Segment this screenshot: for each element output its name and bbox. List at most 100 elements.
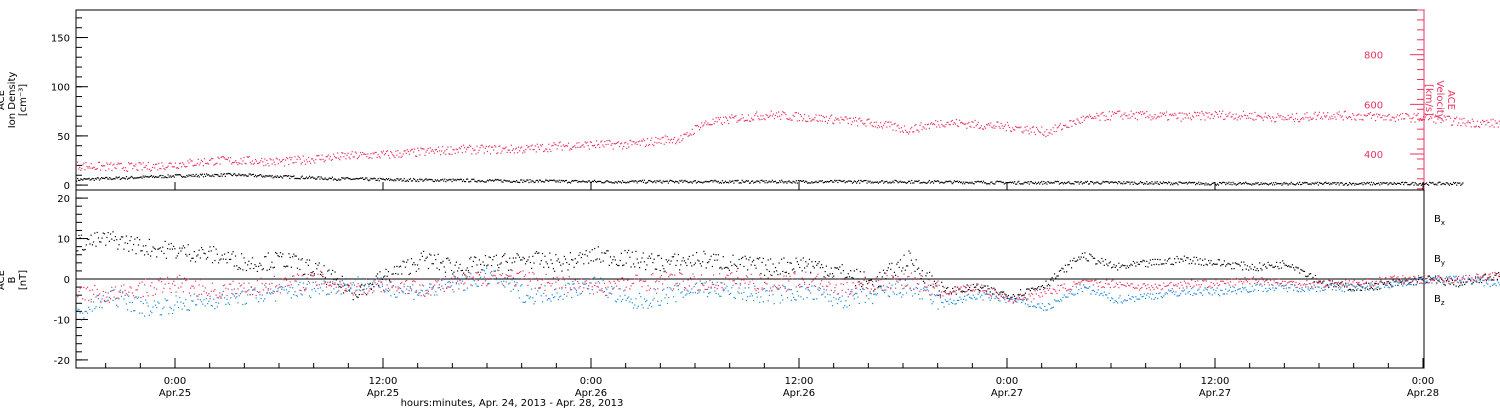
velocity-point bbox=[615, 143, 616, 144]
bx-point bbox=[575, 258, 576, 259]
density-point bbox=[209, 175, 210, 176]
bx-point bbox=[1483, 274, 1484, 275]
bx-point bbox=[985, 285, 986, 286]
velocity-point bbox=[894, 123, 895, 124]
velocity-point bbox=[1057, 127, 1058, 128]
bx-point bbox=[774, 271, 775, 272]
velocity-point bbox=[164, 169, 165, 170]
density-point bbox=[265, 175, 266, 176]
by-point bbox=[372, 292, 373, 293]
density-point bbox=[1432, 182, 1433, 183]
density-point bbox=[149, 176, 150, 177]
velocity-point bbox=[1342, 116, 1343, 117]
velocity-point bbox=[312, 158, 313, 159]
bx-point bbox=[161, 251, 162, 252]
velocity-point bbox=[1476, 126, 1477, 127]
velocity-point bbox=[634, 143, 635, 144]
density-point bbox=[1211, 184, 1212, 185]
by-point bbox=[406, 289, 407, 290]
velocity-point bbox=[340, 156, 341, 157]
density-point bbox=[1458, 183, 1459, 184]
velocity-point bbox=[1486, 120, 1487, 121]
density-point bbox=[594, 180, 595, 181]
density-point bbox=[1313, 183, 1314, 184]
bx-point bbox=[1335, 286, 1336, 287]
by-point bbox=[266, 293, 267, 294]
velocity-point bbox=[1404, 118, 1405, 119]
density-point bbox=[372, 178, 373, 179]
bx-point bbox=[838, 269, 839, 270]
bx-point bbox=[566, 262, 567, 263]
density-point bbox=[1187, 183, 1188, 184]
density-point bbox=[550, 180, 551, 181]
bx-point bbox=[998, 294, 999, 295]
density-point bbox=[408, 181, 409, 182]
density-point bbox=[1442, 183, 1443, 184]
velocity-point bbox=[1298, 121, 1299, 122]
velocity-point bbox=[483, 146, 484, 147]
velocity-point bbox=[195, 165, 196, 166]
bx-point bbox=[728, 268, 729, 269]
velocity-point bbox=[123, 167, 124, 168]
bx-point bbox=[1208, 260, 1209, 261]
density-point bbox=[1080, 182, 1081, 183]
density-point bbox=[1419, 183, 1420, 184]
velocity-point bbox=[91, 163, 92, 164]
velocity-point bbox=[712, 119, 713, 120]
velocity-point bbox=[1113, 114, 1114, 115]
velocity-point bbox=[520, 148, 521, 149]
velocity-axis-title-line: ACE bbox=[1445, 90, 1456, 110]
bx-point bbox=[645, 269, 646, 270]
density-point bbox=[1071, 183, 1072, 184]
bx-point bbox=[501, 262, 502, 263]
density-point bbox=[463, 179, 464, 180]
density-point bbox=[878, 183, 879, 184]
density-point bbox=[454, 180, 455, 181]
bx-point bbox=[661, 258, 662, 259]
bx-point bbox=[555, 254, 556, 255]
velocity-point bbox=[511, 145, 512, 146]
density-point bbox=[82, 179, 83, 180]
density-point bbox=[790, 182, 791, 183]
density-point bbox=[958, 182, 959, 183]
bx-point bbox=[199, 250, 200, 251]
density-point bbox=[350, 178, 351, 179]
bx-point bbox=[748, 259, 749, 260]
density-point bbox=[1089, 183, 1090, 184]
bx-point bbox=[1272, 267, 1273, 268]
velocity-point bbox=[792, 120, 793, 121]
velocity-point bbox=[764, 119, 765, 120]
velocity-point bbox=[786, 118, 787, 119]
velocity-point bbox=[1058, 126, 1059, 127]
velocity-point bbox=[833, 123, 834, 124]
bx-point bbox=[486, 265, 487, 266]
density-point bbox=[619, 181, 620, 182]
velocity-point bbox=[1466, 122, 1467, 123]
velocity-point bbox=[1425, 116, 1426, 117]
bx-point bbox=[247, 264, 248, 265]
bx-point bbox=[135, 253, 136, 254]
velocity-point bbox=[1302, 117, 1303, 118]
velocity-point bbox=[997, 121, 998, 122]
velocity-point bbox=[223, 156, 224, 157]
velocity-point bbox=[744, 121, 745, 122]
velocity-point bbox=[1138, 112, 1139, 113]
bx-point bbox=[815, 261, 816, 262]
velocity-point bbox=[956, 119, 957, 120]
velocity-point bbox=[886, 126, 887, 127]
velocity-point bbox=[209, 160, 210, 161]
velocity-point bbox=[1460, 125, 1461, 126]
density-point bbox=[676, 181, 677, 182]
density-point bbox=[1251, 184, 1252, 185]
velocity-point bbox=[295, 162, 296, 163]
bx-point bbox=[1077, 260, 1078, 261]
velocity-point bbox=[917, 130, 918, 131]
velocity-point bbox=[1309, 117, 1310, 118]
bx-point bbox=[337, 278, 338, 279]
density-point bbox=[256, 176, 257, 177]
bx-point bbox=[248, 261, 249, 262]
bx-point bbox=[668, 260, 669, 261]
bx-point bbox=[634, 266, 635, 267]
density-point bbox=[904, 181, 905, 182]
velocity-point bbox=[261, 158, 262, 159]
